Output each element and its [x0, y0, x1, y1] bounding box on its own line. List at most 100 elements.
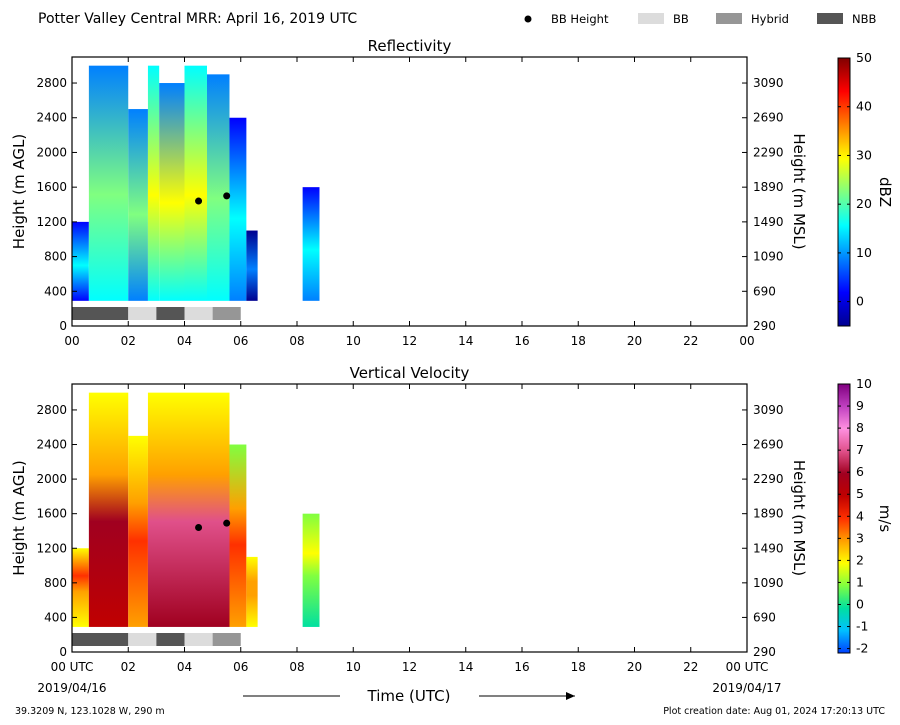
legend-label: BB	[673, 12, 689, 26]
y2-tick-label: 1890	[753, 507, 784, 521]
x-tick-label: 18	[571, 334, 586, 348]
figure-legend: BB Height BB Hybrid NBB	[524, 12, 876, 26]
x-ticks: 00 UTC 02 04 06 08 10 12 14 16 18 20 22 00 UTC	[51, 384, 768, 674]
x-tick-label: 08	[289, 334, 304, 348]
y-tick-label: 0	[59, 319, 67, 333]
x-axis-label: Time (UTC)	[367, 687, 451, 705]
x-tick-label: 06	[233, 660, 248, 674]
colorbar-tick-label: 6	[856, 464, 864, 479]
band-segment-nbb	[72, 633, 129, 646]
legend-swatch	[638, 13, 664, 24]
legend-item-bb: BB	[638, 12, 689, 26]
y-tick-label: 1200	[36, 215, 67, 229]
y-tick-label: 400	[44, 284, 67, 298]
y-ticks: 0 400 800 1200 1600 2000 2400 2800	[36, 76, 77, 333]
echo-column	[159, 83, 185, 301]
panel-title: Reflectivity	[368, 37, 452, 55]
band-segment-bb	[128, 633, 157, 646]
x-tick-label: 20	[627, 660, 642, 674]
legend-item-nbb: NBB	[817, 12, 876, 26]
figure-title: Potter Valley Central MRR: April 16, 201…	[38, 11, 357, 27]
colorbar-tick-label: 0	[856, 596, 864, 611]
y2-axis-label: Height (m MSL)	[790, 133, 808, 249]
legend-label: NBB	[852, 12, 876, 26]
time-arrow-right	[479, 692, 575, 700]
band-segment-bb	[128, 307, 157, 320]
colorbar-tick-label: -1	[856, 619, 868, 634]
y2-tick-label: 2290	[753, 145, 784, 159]
legend-label: Hybrid	[751, 12, 789, 26]
echo-column	[72, 548, 89, 627]
velocity-colorbar: -2 -1 0 1 2 3 4 5 6 7 8 9 10 m/s	[837, 376, 894, 656]
colorbar-tick-label: 20	[856, 196, 872, 211]
colorbar-tick-label: 2	[856, 552, 864, 567]
legend-swatch	[817, 13, 843, 24]
x-tick-label: 08	[289, 660, 304, 674]
colorbar-tick-label: 1	[856, 574, 864, 589]
legend-label: BB Height	[551, 12, 609, 26]
y-tick-label: 2800	[36, 403, 67, 417]
x-tick-label: 02	[121, 660, 136, 674]
y2-ticks: 290 690 1090 1490 1890 2290 2690 3090	[742, 403, 784, 659]
colorbar-tick-label: -2	[856, 641, 868, 656]
x-tick-label: 00 UTC	[51, 660, 94, 674]
x-ticks: 00 02 04 06 08 10 12 14 16 18 20 22 00	[64, 57, 755, 348]
creation-date-label: Plot creation date: Aug 01, 2024 17:20:1…	[663, 706, 885, 717]
colorbar-tick-label: 7	[856, 442, 864, 457]
colorbar-tick-label: 4	[856, 508, 864, 523]
echo-column	[246, 556, 258, 627]
y2-tick-label: 3090	[753, 76, 784, 90]
y-tick-label: 1600	[36, 507, 67, 521]
echo-column	[72, 221, 89, 301]
y2-tick-label: 690	[753, 610, 776, 624]
end-date-label: 2019/04/17	[712, 681, 781, 695]
y-axis-label: Height (m AGL)	[10, 134, 28, 249]
echo-column	[128, 435, 148, 627]
x-tick-label: 14	[458, 660, 473, 674]
echo-column	[302, 187, 320, 301]
y-tick-label: 2000	[36, 145, 67, 159]
y2-tick-label: 290	[753, 645, 776, 659]
y-tick-label: 1200	[36, 541, 67, 555]
y2-tick-label: 1090	[753, 576, 784, 590]
y-tick-label: 0	[59, 645, 67, 659]
echo-column	[147, 392, 185, 627]
y-tick-label: 2800	[36, 76, 67, 90]
colorbar-tick-label: 30	[856, 147, 872, 162]
y2-tick-label: 690	[753, 284, 776, 298]
figure-footer: Time (UTC) 2019/04/16 2019/04/17 39.3209…	[15, 681, 885, 717]
band-segment-bb	[184, 307, 213, 320]
band-segment-nbb	[156, 633, 185, 646]
x-tick-label: 22	[683, 660, 698, 674]
y-axis-label: Height (m AGL)	[10, 460, 28, 575]
location-label: 39.3209 N, 123.1028 W, 290 m	[15, 706, 165, 717]
figure-header: Potter Valley Central MRR: April 16, 201…	[38, 11, 357, 27]
x-tick-label: 04	[177, 334, 192, 348]
x-tick-label: 10	[346, 334, 361, 348]
band-segment-nbb	[156, 307, 185, 320]
bb-height-point	[223, 192, 231, 200]
y-tick-label: 2400	[36, 438, 67, 452]
echo-column	[302, 513, 320, 627]
x-tick-label: 06	[233, 334, 248, 348]
y2-tick-label: 2690	[753, 111, 784, 125]
y2-ticks: 290 690 1090 1490 1890 2290 2690 3090	[742, 76, 784, 333]
x-tick-label: 12	[402, 660, 417, 674]
echo-column	[207, 74, 230, 301]
x-tick-label: 02	[121, 334, 136, 348]
y-tick-label: 800	[44, 576, 67, 590]
colorbar-tick-label: 3	[856, 530, 864, 545]
y-tick-label: 2400	[36, 111, 67, 125]
y-tick-label: 400	[44, 610, 67, 624]
echo-column	[184, 392, 230, 627]
colorbar-tick-label: 40	[856, 99, 872, 114]
legend-dot-marker	[524, 15, 532, 23]
y-ticks: 0 400 800 1200 1600 2000 2400 2800	[36, 403, 77, 659]
echo-column	[128, 109, 148, 301]
echo-column	[88, 65, 129, 301]
y-tick-label: 2000	[36, 472, 67, 486]
x-tick-label: 10	[346, 660, 361, 674]
x-tick-label: 18	[571, 660, 586, 674]
y2-tick-label: 2290	[753, 472, 784, 486]
x-tick-label: 00	[739, 334, 754, 348]
